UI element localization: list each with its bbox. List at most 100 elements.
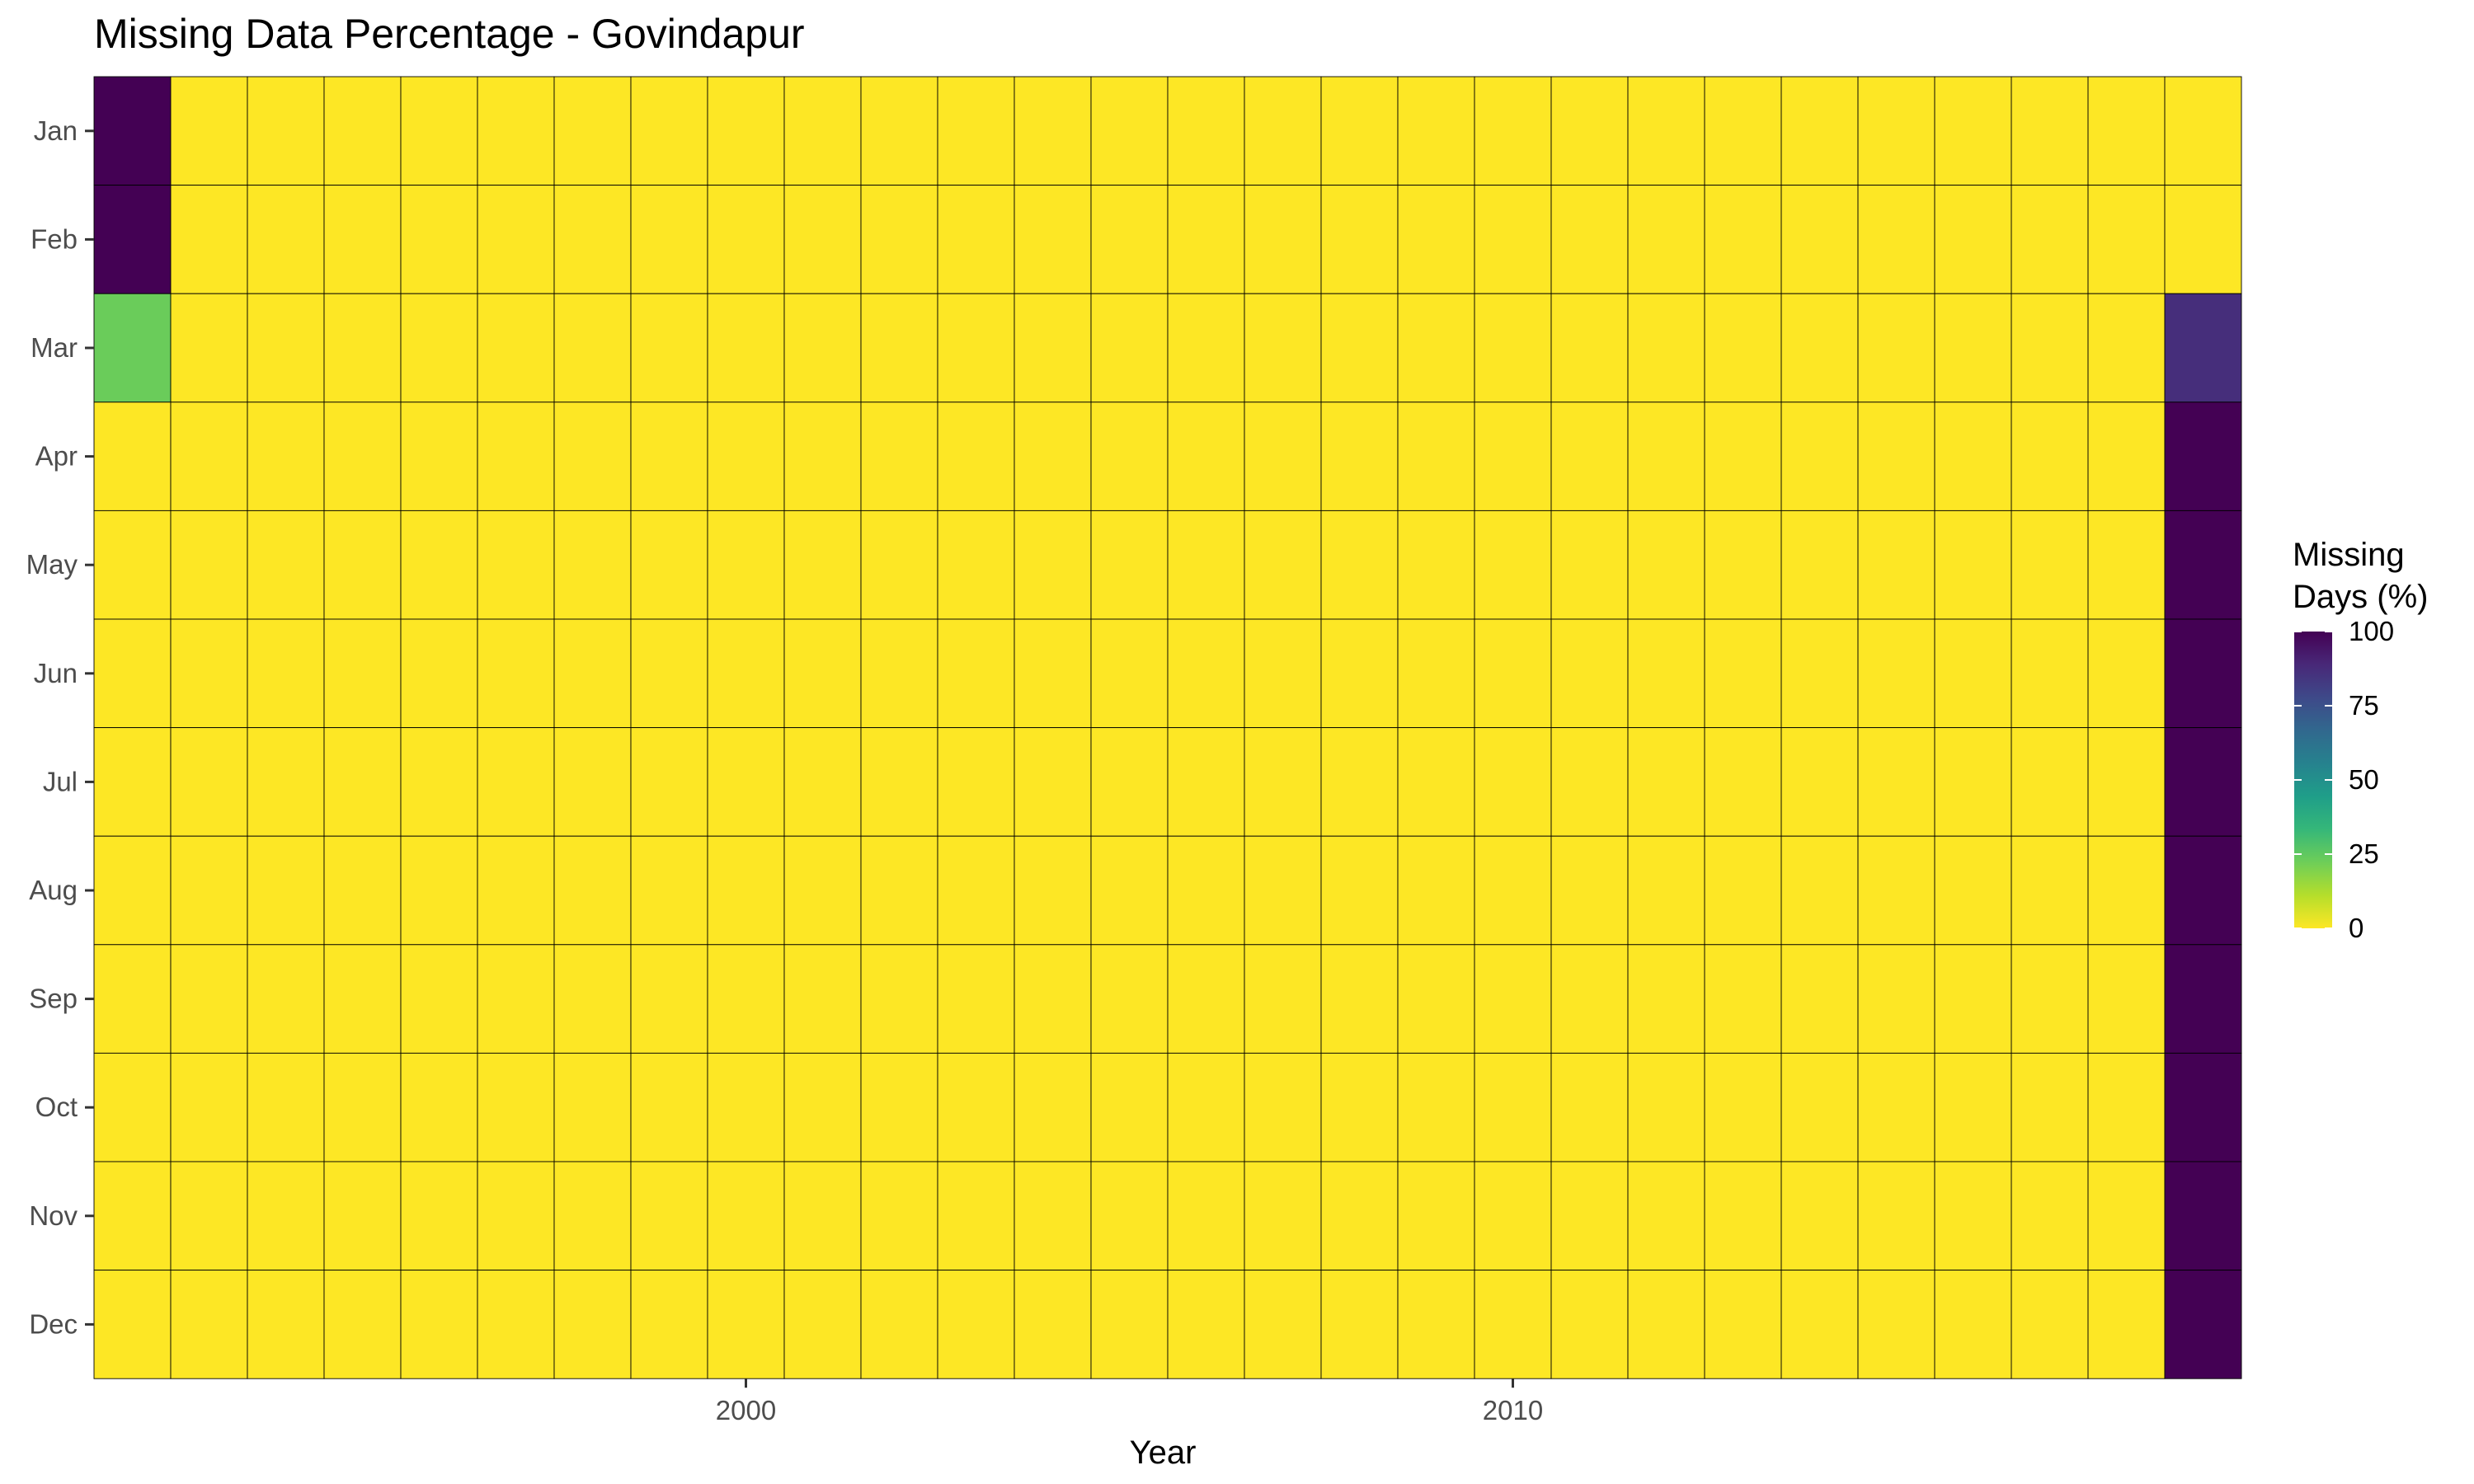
heatmap-cell-2007-jul bbox=[1244, 727, 1322, 837]
heatmap-cell-2002-dec bbox=[860, 1270, 938, 1379]
heatmap-cell-2011-aug bbox=[1550, 835, 1629, 946]
heatmap-cell-2018-mar bbox=[2087, 293, 2166, 403]
heatmap-cell-2000-jan bbox=[707, 76, 785, 186]
heatmap-cell-1996-dec bbox=[400, 1270, 478, 1379]
heatmap-cell-2012-nov bbox=[1627, 1161, 1705, 1271]
heatmap-cell-2014-jun bbox=[1780, 618, 1859, 729]
heatmap-cell-2002-oct bbox=[860, 1052, 938, 1162]
heatmap-cell-2014-jan bbox=[1780, 76, 1859, 186]
heatmap-cell-1994-nov bbox=[247, 1161, 325, 1271]
heatmap-cell-2000-jul bbox=[707, 727, 785, 837]
heatmap-cell-1998-feb bbox=[553, 185, 632, 294]
heatmap-cell-1995-jun bbox=[323, 618, 402, 729]
heatmap-cell-2011-oct bbox=[1550, 1052, 1629, 1162]
heatmap-cell-1994-dec bbox=[247, 1270, 325, 1379]
heatmap-cell-1992-may bbox=[93, 510, 172, 620]
heatmap-cell-2013-aug bbox=[1704, 835, 1782, 946]
heatmap-cell-2017-mar bbox=[2011, 293, 2089, 403]
heatmap-cell-2008-nov bbox=[1320, 1161, 1399, 1271]
heatmap-cell-2001-nov bbox=[783, 1161, 862, 1271]
legend-tick-label-25: 25 bbox=[2349, 838, 2379, 869]
heatmap-cell-1998-nov bbox=[553, 1161, 632, 1271]
heatmap-cell-2016-may bbox=[1934, 510, 2012, 620]
heatmap-cell-1997-jun bbox=[477, 618, 555, 729]
heatmap-cell-2017-may bbox=[2011, 510, 2089, 620]
heatmap-cell-2007-aug bbox=[1244, 835, 1322, 946]
heatmap-cell-2005-jan bbox=[1090, 76, 1169, 186]
heatmap-cell-2010-nov bbox=[1474, 1161, 1552, 1271]
heatmap-cell-2016-jun bbox=[1934, 618, 2012, 729]
y-tick-label-feb: Feb bbox=[31, 223, 78, 254]
heatmap-cell-1993-jul bbox=[170, 727, 248, 837]
heatmap-cell-1999-mar bbox=[630, 293, 708, 403]
heatmap-cell-2013-nov bbox=[1704, 1161, 1782, 1271]
heatmap-cell-2009-sep bbox=[1397, 944, 1475, 1054]
heatmap-cell-1999-jan bbox=[630, 76, 708, 186]
heatmap-cell-2003-oct bbox=[937, 1052, 1015, 1162]
heatmap-cell-1995-oct bbox=[323, 1052, 402, 1162]
heatmap-cell-2001-sep bbox=[783, 944, 862, 1054]
y-tick-label-dec: Dec bbox=[29, 1308, 78, 1339]
heatmap-cell-2016-feb bbox=[1934, 185, 2012, 294]
heatmap-cell-1996-apr bbox=[400, 402, 478, 511]
heatmap-cell-1994-jun bbox=[247, 618, 325, 729]
heatmap-cell-2005-aug bbox=[1090, 835, 1169, 946]
heatmap-cell-2010-apr bbox=[1474, 402, 1552, 511]
heatmap-cell-2008-may bbox=[1320, 510, 1399, 620]
heatmap-cell-2008-aug bbox=[1320, 835, 1399, 946]
heatmap-cell-1997-nov bbox=[477, 1161, 555, 1271]
heatmap-cell-2002-jun bbox=[860, 618, 938, 729]
heatmap-cell-2004-nov bbox=[1014, 1161, 1092, 1271]
heatmap-cell-2016-oct bbox=[1934, 1052, 2012, 1162]
heatmap-cell-2008-apr bbox=[1320, 402, 1399, 511]
y-tick-label-mar: Mar bbox=[31, 332, 78, 363]
heatmap-cell-2013-jun bbox=[1704, 618, 1782, 729]
heatmap-cell-2011-dec bbox=[1550, 1270, 1629, 1379]
heatmap-cell-2009-mar bbox=[1397, 293, 1475, 403]
heatmap-cell-2018-dec bbox=[2087, 1270, 2166, 1379]
heatmap-cell-2003-sep bbox=[937, 944, 1015, 1054]
heatmap-cell-1998-oct bbox=[553, 1052, 632, 1162]
heatmap-cell-2013-dec bbox=[1704, 1270, 1782, 1379]
heatmap-cell-1993-mar bbox=[170, 293, 248, 403]
heatmap-cell-1996-aug bbox=[400, 835, 478, 946]
heatmap-cell-2005-jun bbox=[1090, 618, 1169, 729]
heatmap-cell-1992-nov bbox=[93, 1161, 172, 1271]
heatmap-cell-1994-sep bbox=[247, 944, 325, 1054]
heatmap-cell-1992-feb bbox=[93, 185, 172, 294]
heatmap-cell-1995-feb bbox=[323, 185, 402, 294]
heatmap-cell-2015-dec bbox=[1857, 1270, 1935, 1379]
heatmap-cell-2012-jul bbox=[1627, 727, 1705, 837]
heatmap-cell-1994-feb bbox=[247, 185, 325, 294]
heatmap-cell-1998-dec bbox=[553, 1270, 632, 1379]
heatmap-cell-1995-jan bbox=[323, 76, 402, 186]
x-axis: 2000 2010 bbox=[716, 1378, 1543, 1425]
heatmap-cell-2014-apr bbox=[1780, 402, 1859, 511]
heatmap-cell-2001-mar bbox=[783, 293, 862, 403]
heatmap-cell-2004-feb bbox=[1014, 185, 1092, 294]
heatmap-cell-2000-jun bbox=[707, 618, 785, 729]
legend-tick-label-75: 75 bbox=[2349, 690, 2379, 721]
heatmap-cell-2013-apr bbox=[1704, 402, 1782, 511]
heatmap-cell-1999-apr bbox=[630, 402, 708, 511]
heatmap-cell-1995-nov bbox=[323, 1161, 402, 1271]
heatmap-cell-2000-may bbox=[707, 510, 785, 620]
heatmap-cell-2002-may bbox=[860, 510, 938, 620]
heatmap-cell-2004-may bbox=[1014, 510, 1092, 620]
heatmap-cell-2017-oct bbox=[2011, 1052, 2089, 1162]
heatmap-cell-2012-jun bbox=[1627, 618, 1705, 729]
heatmap-cell-2014-aug bbox=[1780, 835, 1859, 946]
heatmap-cell-1993-feb bbox=[170, 185, 248, 294]
heatmap-cell-2003-aug bbox=[937, 835, 1015, 946]
heatmap-cell-1997-may bbox=[477, 510, 555, 620]
heatmap-cell-2001-jul bbox=[783, 727, 862, 837]
heatmap-cell-2005-apr bbox=[1090, 402, 1169, 511]
heatmap-cell-1994-jan bbox=[247, 76, 325, 186]
heatmap-cell-1997-dec bbox=[477, 1270, 555, 1379]
heatmap-cell-2004-apr bbox=[1014, 402, 1092, 511]
heatmap-cell-2000-oct bbox=[707, 1052, 785, 1162]
heatmap-cell-2009-jun bbox=[1397, 618, 1475, 729]
heatmap-cell-2011-jul bbox=[1550, 727, 1629, 837]
heatmap-cell-2003-dec bbox=[937, 1270, 1015, 1379]
